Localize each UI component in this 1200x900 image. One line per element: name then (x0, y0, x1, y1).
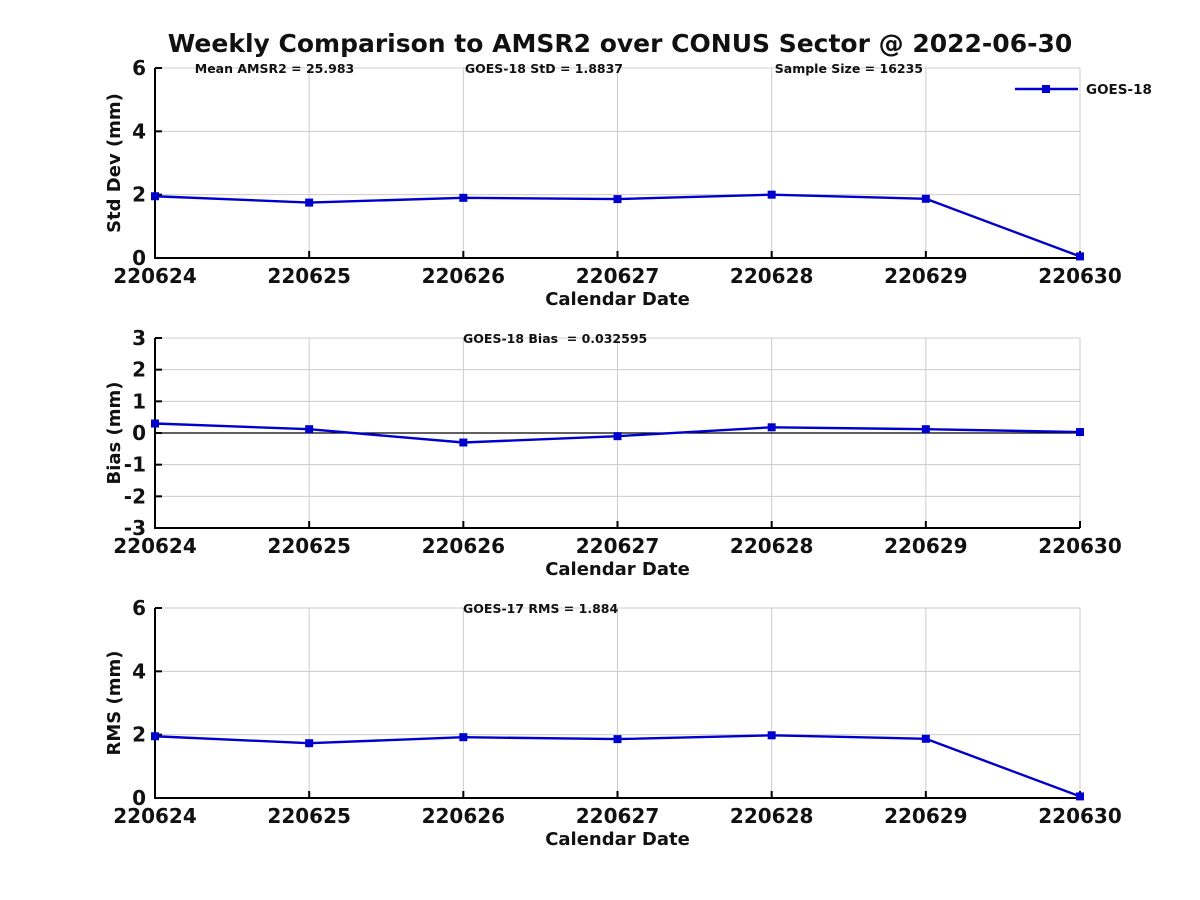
data-point (305, 425, 314, 434)
legend-square-marker-icon (1042, 85, 1050, 93)
y-tick-label: 4 (132, 119, 146, 143)
x-tick-label: 220628 (730, 264, 814, 288)
data-point (767, 423, 776, 432)
data-point (459, 193, 468, 202)
data-point (151, 192, 159, 201)
x-axis-label: Calendar Date (545, 829, 690, 850)
data-point (613, 195, 622, 204)
x-tick-label: 220626 (422, 264, 506, 288)
plot-annotation: GOES-18 Bias = 0.032595 (463, 331, 647, 346)
x-tick-label: 220624 (113, 534, 197, 558)
y-tick-label: 6 (132, 596, 146, 620)
data-point (767, 731, 776, 740)
plot-annotation: GOES-18 StD = 1.8837 (465, 61, 623, 76)
subplot-rms: 220624 220625 220626 220627 220628 220629 2206… (104, 596, 1122, 850)
x-tick-label: 220627 (576, 534, 660, 558)
subplot-bias: 220624 220625 220626 220627 220628 220629 2206… (104, 326, 1122, 580)
x-tick-label: 220629 (884, 264, 968, 288)
data-point (1076, 792, 1084, 801)
data-point (767, 190, 776, 199)
x-tick-label: 220630 (1038, 264, 1122, 288)
y-tick-label: 4 (132, 659, 146, 683)
x-tick-label: 220630 (1038, 804, 1122, 828)
x-tick-label: 220627 (576, 804, 660, 828)
y-tick-label: 0 (132, 421, 146, 445)
y-tick-label: 2 (132, 723, 146, 747)
subplot-std-dev: 220624 220625 220626 220627 220628 220629 2206… (104, 56, 1122, 310)
y-tick-label: 6 (132, 56, 146, 80)
plot-annotation: Sample Size = 16235 (775, 61, 923, 76)
data-point (1076, 428, 1084, 437)
plot-annotation: GOES-17 RMS = 1.884 (463, 601, 618, 616)
x-axis-label: Calendar Date (545, 559, 690, 580)
data-point (151, 732, 159, 741)
data-point (1076, 252, 1084, 261)
y-tick-label: 2 (132, 183, 146, 207)
chart-title: Weekly Comparison to AMSR2 over CONUS Se… (168, 29, 1073, 58)
y-tick-label: -2 (124, 484, 146, 508)
data-point (921, 425, 930, 434)
y-tick-label: 0 (132, 786, 146, 810)
x-tick-label: 220629 (884, 534, 968, 558)
data-point (613, 432, 622, 441)
data-point (921, 194, 930, 203)
y-axis-label: RMS (mm) (104, 651, 125, 756)
data-point (613, 735, 622, 744)
data-point (151, 419, 159, 428)
x-tick-label: 220624 (113, 804, 197, 828)
x-tick-label: 220625 (267, 804, 351, 828)
x-tick-label: 220627 (576, 264, 660, 288)
y-tick-label: 3 (132, 326, 146, 350)
x-tick-label: 220630 (1038, 534, 1122, 558)
data-point (459, 438, 468, 447)
y-tick-label: -1 (124, 453, 146, 477)
x-tick-label: 220628 (730, 534, 814, 558)
plot-annotation: Mean AMSR2 = 25.983 (195, 61, 354, 76)
x-tick-label: 220625 (267, 264, 351, 288)
x-tick-label: 220625 (267, 534, 351, 558)
data-point (459, 733, 468, 742)
legend: GOES-18 (1015, 82, 1152, 98)
subplots: 220624 220625 220626 220627 220628 220629 2206… (104, 56, 1122, 850)
y-tick-label: 0 (132, 246, 146, 270)
x-tick-label: 220629 (884, 804, 968, 828)
data-point (305, 739, 314, 748)
x-axis-label: Calendar Date (545, 289, 690, 310)
y-tick-label: -3 (124, 516, 146, 540)
x-tick-label: 220626 (422, 804, 506, 828)
x-tick-label: 220624 (113, 264, 197, 288)
data-point (921, 734, 930, 743)
x-tick-label: 220628 (730, 804, 814, 828)
y-tick-label: 1 (132, 389, 146, 413)
y-tick-label: 2 (132, 358, 146, 382)
legend-label: GOES-18 (1086, 82, 1152, 98)
y-axis-label: Std Dev (mm) (104, 93, 125, 233)
data-point (305, 198, 314, 207)
x-tick-label: 220626 (422, 534, 506, 558)
y-axis-label: Bias (mm) (104, 382, 125, 485)
